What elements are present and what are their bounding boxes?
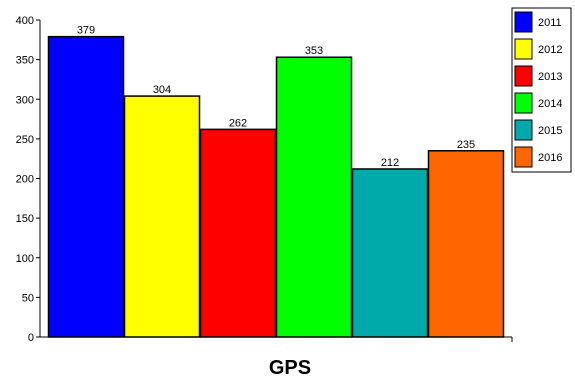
legend-label-2011: 2011 [538, 17, 562, 29]
y-tick-label: 300 [16, 94, 34, 106]
data-label-2013: 262 [229, 117, 247, 129]
legend-label-2012: 2012 [538, 44, 562, 56]
y-tick-label: 0 [28, 332, 34, 344]
y-tick-label: 50 [22, 292, 34, 304]
bar-2015 [351, 168, 429, 338]
y-axis: 0 50 100 150 200 250 300 350 400 [16, 15, 41, 344]
data-label-2015: 212 [381, 157, 399, 169]
data-label-2016: 235 [457, 139, 475, 151]
bar-2016 [427, 150, 505, 338]
legend-label-2014: 2014 [538, 98, 562, 110]
y-tick-label: 100 [16, 253, 34, 265]
x-axis: GPS [40, 336, 513, 379]
legend: 2011 2012 2013 2014 2015 2016 [511, 7, 572, 173]
y-tick-label: 350 [16, 55, 34, 67]
legend-swatch-2014 [514, 92, 533, 114]
legend-swatch-2015 [514, 119, 533, 141]
legend-label-2013: 2013 [538, 71, 562, 83]
legend-box [511, 7, 572, 173]
legend-swatch-2012 [514, 38, 533, 60]
legend-swatch-2013 [514, 65, 533, 87]
data-label-2011: 379 [77, 25, 95, 37]
category-label: GPS [269, 357, 311, 379]
data-label-2014: 353 [305, 45, 323, 57]
y-tick-label: 400 [16, 15, 34, 27]
data-label-2012: 304 [153, 84, 171, 96]
legend-label-2015: 2015 [538, 125, 562, 137]
legend-swatch-2016 [514, 146, 533, 168]
y-tick-label: 150 [16, 213, 34, 225]
bar-2011 [47, 35, 125, 338]
y-tick-label: 250 [16, 134, 34, 146]
bar-2012 [123, 95, 201, 338]
y-tick-label: 200 [16, 174, 34, 186]
bar-2014 [275, 56, 353, 338]
legend-swatch-2011 [514, 11, 533, 33]
legend-label-2016: 2016 [538, 152, 562, 164]
bars [47, 35, 505, 338]
bar-2013 [199, 128, 277, 338]
data-labels: 379 304 262 353 212 235 [77, 25, 475, 169]
